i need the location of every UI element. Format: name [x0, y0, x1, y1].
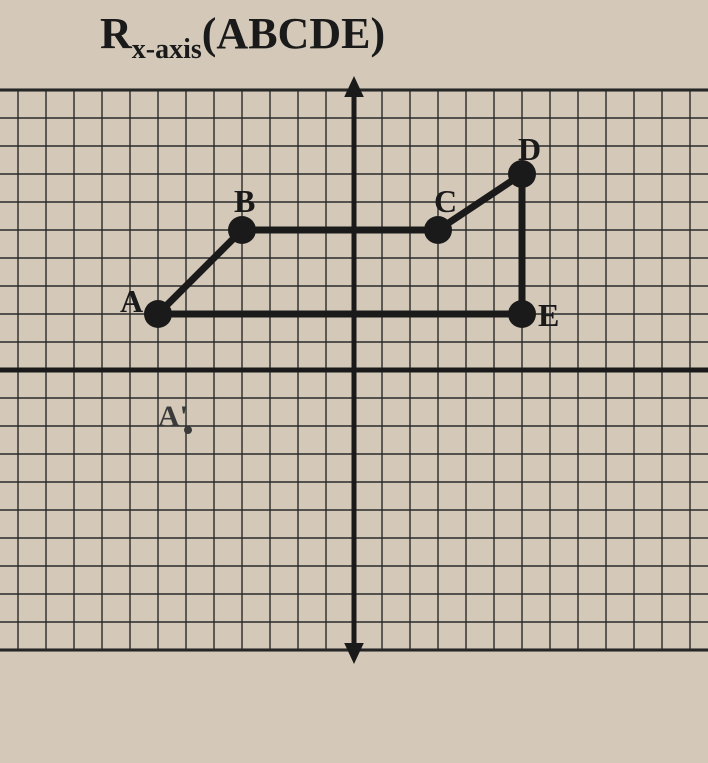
point-a [144, 300, 172, 328]
point-b [228, 216, 256, 244]
label-d: D [518, 131, 541, 167]
coordinate-grid: A B C D E A' [0, 60, 708, 763]
point-c [424, 216, 452, 244]
handwritten-a-prime: A' [158, 400, 188, 433]
label-e: E [538, 297, 559, 333]
point-e [508, 300, 536, 328]
label-c: C [434, 183, 457, 219]
label-b: B [234, 183, 255, 219]
handwritten-mark: A' [158, 400, 192, 434]
axes [0, 76, 708, 664]
polygon-abcde [158, 174, 522, 314]
title-paren: (ABCDE) [202, 9, 385, 58]
polygon-points [144, 160, 536, 328]
page-title: Rx-axis(ABCDE) [100, 8, 385, 66]
label-a: A [120, 283, 143, 319]
handwritten-dot [184, 426, 192, 434]
title-R: R [100, 9, 132, 58]
